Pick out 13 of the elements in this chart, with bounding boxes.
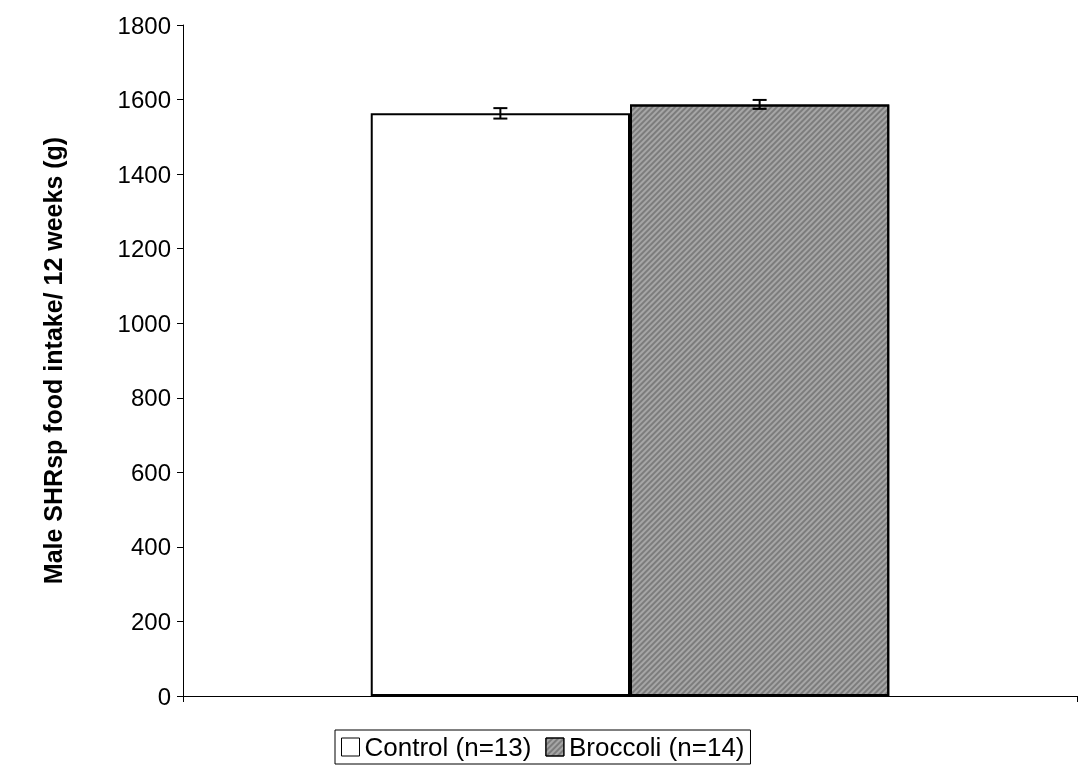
y-tick-label: 200 [130,607,171,635]
legend-label: Control (n=13) [364,732,532,762]
legend-label: Broccoli (n=14) [568,732,745,762]
y-tick-label: 400 [130,533,171,561]
y-tick-label: 1200 [117,235,171,263]
y-tick-label: 1800 [117,11,171,39]
y-tick-label: 1400 [117,160,171,188]
y-tick-label: 1000 [117,309,171,337]
y-tick-label: 1600 [117,86,171,114]
y-axis-title: Male SHRsp food intake/ 12 weeks (g) [38,136,67,585]
y-tick-label: 800 [130,384,171,412]
y-tick-label: 600 [130,458,171,486]
y-tick-label: 0 [157,682,171,710]
